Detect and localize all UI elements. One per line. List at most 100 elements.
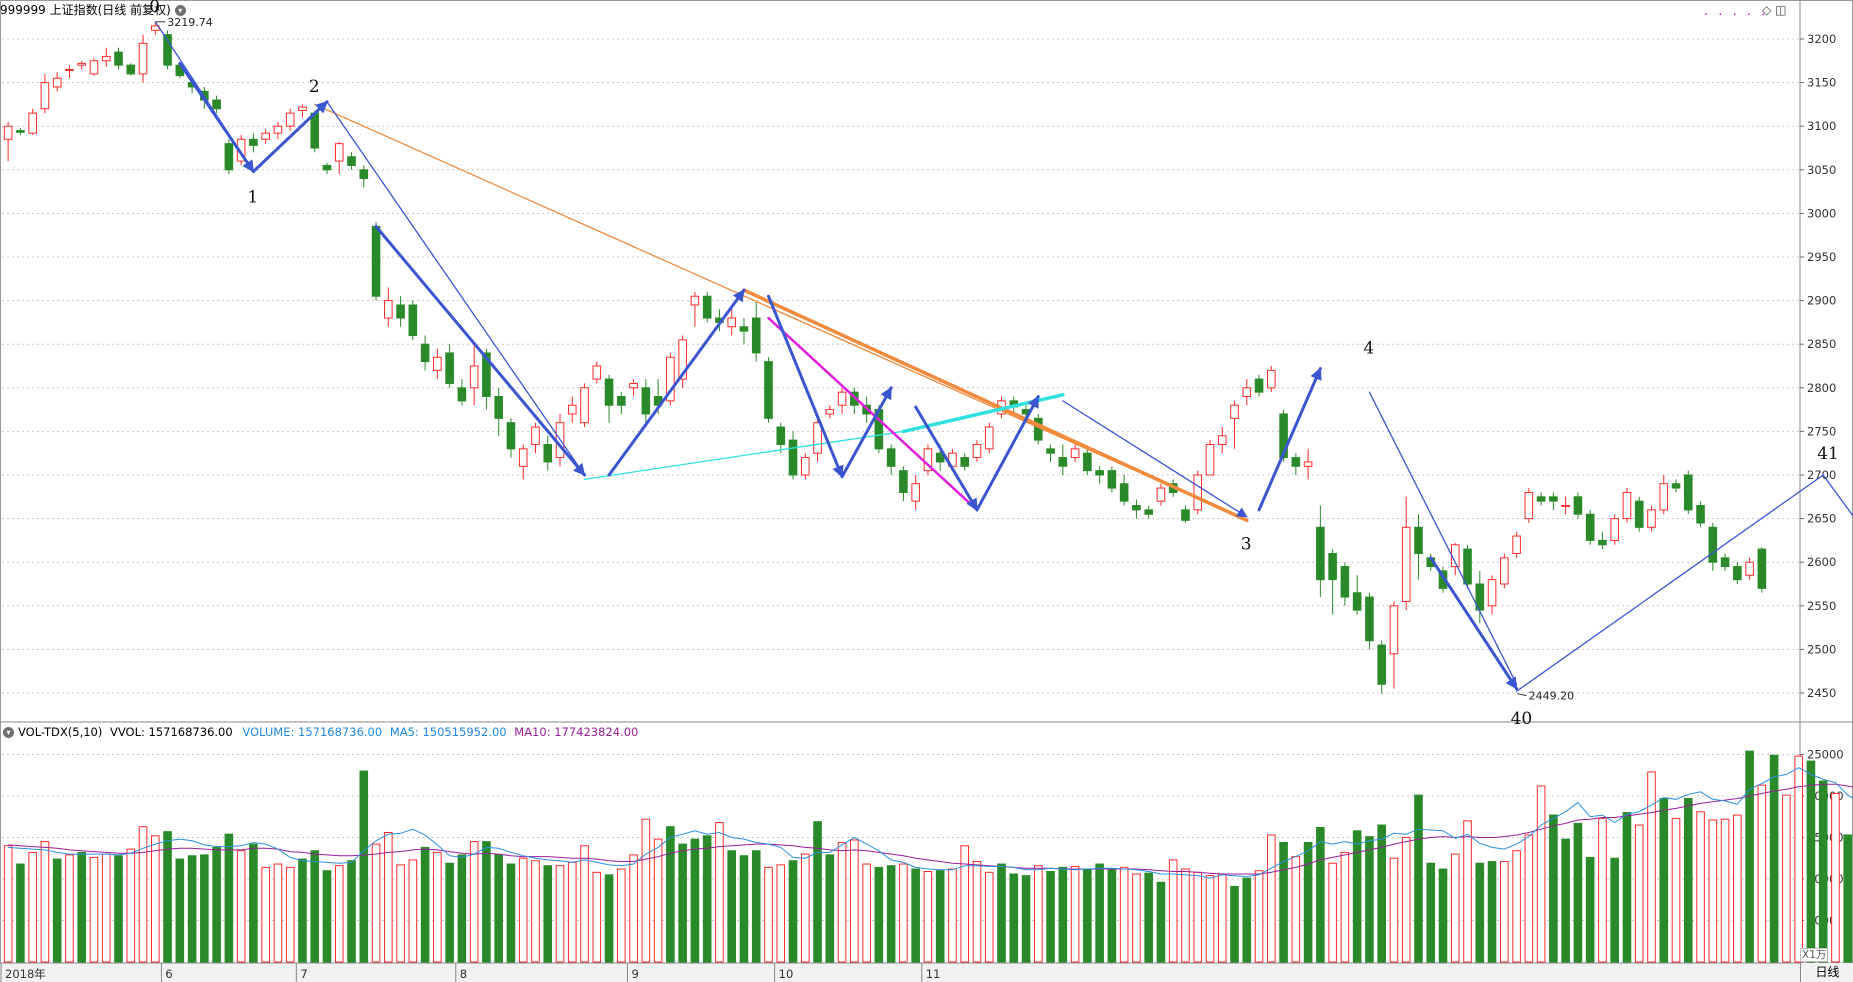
candle-down bbox=[886, 448, 896, 467]
vvol-value: VVOL: 157168736.00 bbox=[110, 725, 233, 739]
volume-bar-down bbox=[1426, 862, 1436, 963]
volume-bar-down bbox=[457, 854, 467, 963]
volume-bar-down bbox=[1083, 868, 1092, 963]
candle-up bbox=[469, 365, 479, 389]
volume-bar-up bbox=[555, 865, 565, 963]
candle-down bbox=[457, 387, 467, 402]
volume-bar-down bbox=[604, 874, 614, 963]
volume-bar-up bbox=[285, 866, 295, 963]
price-tick-label: 2650 bbox=[1807, 512, 1836, 526]
volume-bar-down bbox=[187, 855, 197, 963]
candle-down bbox=[764, 361, 773, 419]
volume-bar-up bbox=[1033, 865, 1043, 963]
candle-up bbox=[298, 106, 307, 112]
legend-dots: · · · · · bbox=[1704, 8, 1769, 23]
candle-down bbox=[1696, 505, 1705, 524]
volume-menu-icon[interactable]: ▾ bbox=[3, 727, 14, 738]
wave-line bbox=[607, 288, 746, 477]
volume-bar-up bbox=[837, 841, 847, 963]
volume-bar-up bbox=[65, 854, 74, 963]
volume-bar-up bbox=[764, 866, 773, 963]
candle-up bbox=[837, 391, 847, 406]
volume-bar-up bbox=[1401, 836, 1411, 963]
volume-bar-down bbox=[911, 868, 920, 963]
candle-up bbox=[1500, 557, 1509, 585]
ma10-value: MA10: 177423824.00 bbox=[514, 725, 639, 739]
wave-line bbox=[326, 101, 586, 476]
volume-unit-label: X1万 bbox=[1800, 948, 1829, 962]
candle-up bbox=[101, 55, 111, 62]
wave-line bbox=[154, 21, 255, 173]
candle-up bbox=[690, 295, 700, 306]
price-tick-label: 2450 bbox=[1807, 686, 1836, 700]
volume-bar-up bbox=[273, 863, 283, 963]
candle-down bbox=[1279, 413, 1288, 459]
x-axis-label: 8 bbox=[460, 967, 467, 981]
volume-bar-down bbox=[1303, 841, 1313, 963]
price-tick-label: 3200 bbox=[1807, 32, 1836, 46]
candle-up bbox=[77, 62, 87, 66]
ma5-value: MA5: 150515952.00 bbox=[389, 725, 507, 739]
price-tick-label: 2900 bbox=[1807, 294, 1836, 308]
x-axis-label: 2018年 bbox=[5, 967, 46, 981]
volume-bar-down bbox=[935, 870, 945, 963]
volume-bar-down bbox=[1683, 797, 1693, 963]
candle-up bbox=[433, 356, 442, 371]
candle-up bbox=[972, 443, 982, 459]
wave-count-label: 0 bbox=[149, 0, 160, 17]
volume-bar-up bbox=[948, 868, 957, 963]
diamond-icon[interactable]: ◇ bbox=[1762, 3, 1772, 17]
volume-bar-up bbox=[1205, 875, 1215, 963]
volume-bar-down bbox=[1622, 812, 1632, 963]
wave-line bbox=[1515, 474, 1824, 692]
corner-icons: ◇ ◫ bbox=[1762, 3, 1786, 17]
volume-bar-up bbox=[715, 822, 724, 963]
candle-down bbox=[1316, 526, 1325, 581]
candle-up bbox=[1512, 535, 1521, 554]
volume-bar-down bbox=[813, 821, 822, 963]
candle-down bbox=[1328, 552, 1337, 581]
volume-bar-up bbox=[1463, 820, 1472, 963]
candle-down bbox=[604, 378, 614, 406]
candle-up bbox=[1524, 491, 1534, 520]
price-tick-label: 2800 bbox=[1807, 381, 1836, 395]
extreme-pointer bbox=[1517, 693, 1527, 697]
volume-bar-up bbox=[1193, 871, 1203, 963]
volume-bar-down bbox=[1610, 857, 1620, 963]
volume-bar-up bbox=[984, 871, 994, 963]
volume-bar-down bbox=[1046, 871, 1055, 963]
volume-bar-up bbox=[334, 865, 344, 963]
price-tick-label: 3050 bbox=[1807, 163, 1836, 177]
volume-bar-up bbox=[1119, 866, 1129, 963]
volume-bar-up bbox=[1450, 853, 1460, 963]
volume-bar-down bbox=[1487, 861, 1497, 963]
volume-bar-up bbox=[1831, 792, 1840, 963]
volume-bar-down bbox=[1316, 827, 1325, 963]
candle-up bbox=[334, 143, 344, 162]
volume-bar-up bbox=[1647, 771, 1656, 963]
period-button[interactable]: 日线 bbox=[1800, 963, 1853, 982]
candle-down bbox=[1254, 378, 1264, 393]
volume-bar-up bbox=[1757, 784, 1767, 963]
volume-bar-down bbox=[310, 850, 320, 963]
volume-value: VOLUME: 157168736.00 bbox=[242, 725, 383, 739]
panel-toggle-icon[interactable]: ◫ bbox=[1775, 3, 1787, 17]
volume-bar-up bbox=[653, 838, 663, 963]
volume-bar-down bbox=[1585, 856, 1595, 963]
candle-down bbox=[1671, 483, 1681, 489]
candle-up bbox=[261, 132, 270, 140]
x-axis-label: 7 bbox=[300, 967, 307, 981]
candle-down bbox=[249, 138, 258, 146]
title-menu-icon[interactable]: ▾ bbox=[174, 5, 186, 16]
candle-up bbox=[1401, 526, 1411, 602]
volume-bar-down bbox=[1438, 868, 1448, 963]
volume-bar-up bbox=[776, 864, 786, 963]
candle-down bbox=[396, 304, 405, 319]
candle-up bbox=[800, 457, 810, 476]
candle-up bbox=[1745, 561, 1754, 576]
candle-down bbox=[1181, 509, 1190, 521]
volume-header: ▾ VOL-TDX(5,10) VVOL: 157168736.00 VOLUME… bbox=[0, 724, 638, 740]
price-tick-label: 3000 bbox=[1807, 206, 1836, 220]
volume-bar-down bbox=[1279, 841, 1288, 963]
volume-bar-up bbox=[899, 863, 908, 963]
